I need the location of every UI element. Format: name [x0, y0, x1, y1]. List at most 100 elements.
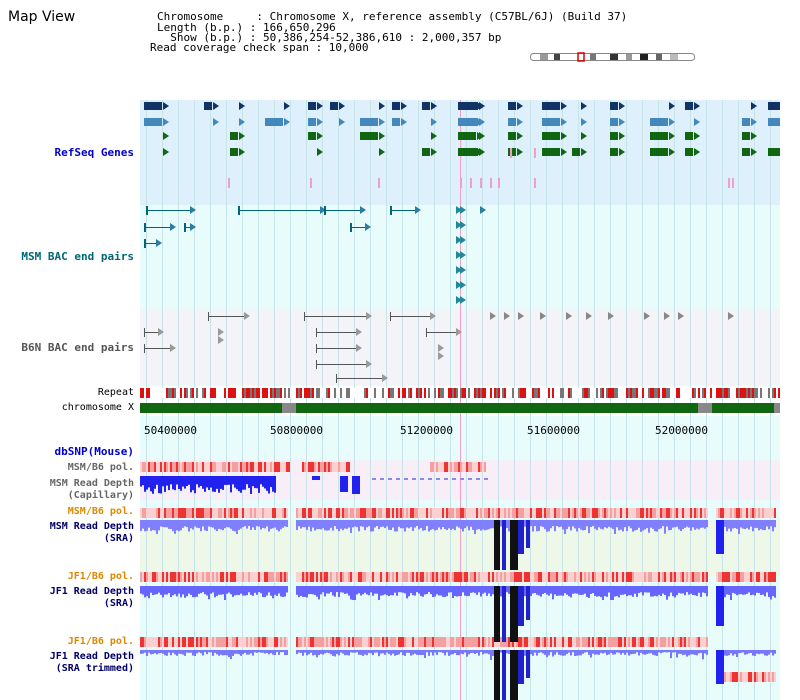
- feature-marker: [218, 328, 224, 336]
- depth-bar: [250, 476, 252, 494]
- depth-bar: [296, 586, 298, 595]
- pol-mark: [754, 672, 756, 682]
- gene-block: [308, 102, 316, 110]
- pol-mark: [450, 462, 452, 472]
- pol-mark: [424, 637, 426, 647]
- pol-mark: [338, 637, 340, 647]
- pol-mark: [464, 572, 466, 582]
- pol-mark: [744, 508, 746, 518]
- pol-mark: [240, 637, 242, 647]
- pol-mark: [626, 572, 628, 582]
- depth-bar: [478, 520, 480, 530]
- pol-mark: [720, 572, 722, 582]
- pol-mark: [436, 462, 438, 472]
- pol-mark: [426, 508, 428, 518]
- pol-mark: [330, 572, 332, 582]
- depth-bar: [758, 650, 760, 655]
- depth-bar: [174, 586, 176, 595]
- pol-mark: [684, 572, 686, 582]
- depth-bar: [176, 520, 178, 531]
- pol-mark: [642, 572, 644, 582]
- pol-mark: [148, 637, 150, 647]
- track-label-refseq[interactable]: RefSeq Genes: [54, 146, 134, 159]
- track-graphics[interactable]: [140, 96, 780, 700]
- repeat-mark: [388, 388, 390, 398]
- depth-bar: [652, 520, 654, 529]
- depth-bar: [742, 586, 744, 595]
- pol-mark: [466, 572, 468, 582]
- pol-mark: [500, 637, 502, 647]
- depth-bar: [286, 650, 288, 656]
- depth-bar: [642, 650, 644, 655]
- depth-bar: [428, 520, 430, 532]
- depth-bar: [728, 520, 730, 529]
- pol-mark: [472, 637, 474, 647]
- depth-bar: [440, 520, 442, 530]
- pol-mark: [342, 462, 344, 472]
- pol-mark: [346, 572, 348, 582]
- pol-mark: [428, 637, 430, 647]
- pol-mark: [676, 508, 678, 518]
- pol-mark: [414, 508, 416, 518]
- depth-bar: [280, 586, 282, 597]
- depth-bar: [538, 650, 540, 653]
- pol-mark: [140, 572, 142, 582]
- depth-bar: [572, 650, 574, 653]
- feature-marker: [561, 102, 567, 110]
- pol-mark: [426, 572, 428, 582]
- depth-bar: [204, 650, 206, 653]
- depth-bar: [182, 476, 184, 487]
- track-label-dbsnp[interactable]: dbSNP(Mouse): [54, 445, 134, 458]
- pol-mark: [698, 508, 700, 518]
- depth-bar: [736, 650, 738, 658]
- depth-bar: [222, 520, 224, 531]
- pol-mark: [406, 508, 408, 518]
- pol-mark: [352, 637, 354, 647]
- pol-mark: [488, 572, 490, 582]
- pol-mark: [742, 672, 744, 682]
- depth-bar: [312, 586, 314, 595]
- pol-mark: [378, 508, 380, 518]
- pol-mark: [606, 508, 608, 518]
- bac-end: [144, 344, 145, 353]
- pol-mark: [618, 637, 620, 647]
- depth-bar: [446, 520, 448, 531]
- feature-marker: [456, 296, 462, 304]
- pol-mark: [500, 572, 502, 582]
- repeat-mark: [364, 388, 366, 398]
- feature-marker: [190, 206, 196, 214]
- genome-track-panel[interactable]: 50400000 50800000 51200000 51600000 5200…: [140, 96, 780, 700]
- repeat-mark: [584, 388, 586, 398]
- pol-mark: [754, 572, 756, 582]
- depth-bar: [590, 520, 592, 528]
- track-label-msm-bac[interactable]: MSM BAC end pairs: [21, 250, 134, 263]
- depth-bar: [422, 586, 424, 597]
- pol-mark: [208, 637, 210, 647]
- depth-bar: [300, 650, 302, 653]
- pol-mark: [698, 637, 700, 647]
- gene-block: [360, 118, 378, 126]
- pol-mark: [344, 508, 346, 518]
- pol-mark: [272, 637, 274, 647]
- pol-mark: [300, 637, 302, 647]
- chromosome-ideogram[interactable]: [530, 52, 696, 62]
- repeat-mark: [398, 388, 400, 398]
- track-label-b6n-bac[interactable]: B6N BAC end pairs: [21, 341, 134, 354]
- pol-mark: [606, 637, 608, 647]
- depth-bar: [602, 586, 604, 600]
- depth-bar: [540, 520, 542, 527]
- depth-bar: [758, 520, 760, 531]
- pol-mark: [462, 637, 464, 647]
- pol-mark: [170, 508, 172, 518]
- pol-mark: [458, 572, 460, 582]
- depth-bar: [144, 586, 146, 598]
- feature-marker: [669, 118, 675, 126]
- feature-marker: [339, 118, 345, 126]
- depth-bar: [156, 650, 158, 655]
- depth-bar: [588, 586, 590, 598]
- depth-bar: [584, 520, 586, 531]
- feature-marker: [239, 148, 245, 156]
- repeat-mark: [264, 388, 266, 398]
- pol-mark: [662, 508, 664, 518]
- depth-bar: [452, 520, 454, 529]
